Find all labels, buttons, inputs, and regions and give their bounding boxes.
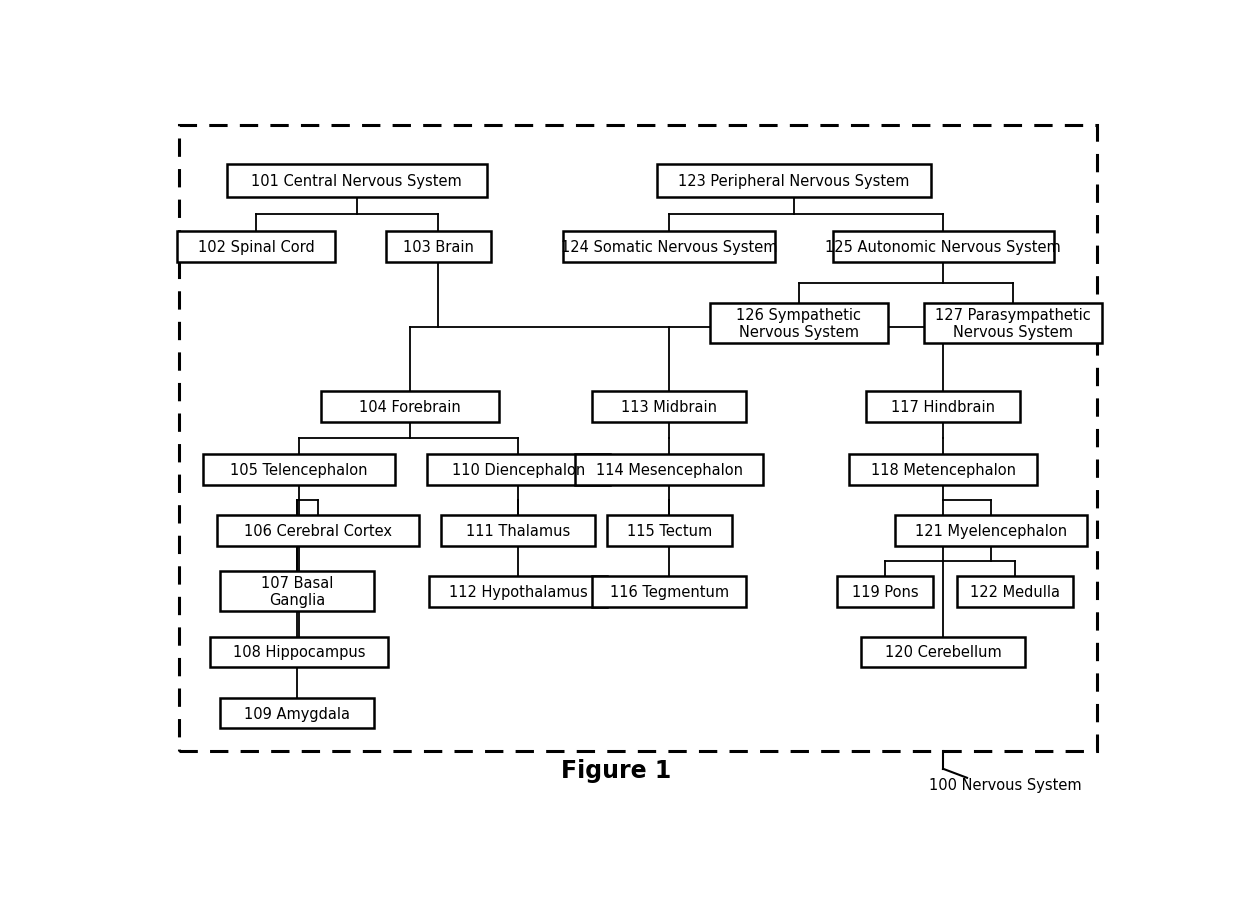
Text: 101 Central Nervous System: 101 Central Nervous System bbox=[252, 174, 463, 189]
FancyBboxPatch shape bbox=[563, 232, 775, 263]
Text: 109 Amygdala: 109 Amygdala bbox=[244, 706, 350, 721]
Text: 114 Mesencephalon: 114 Mesencephalon bbox=[595, 462, 743, 478]
FancyBboxPatch shape bbox=[441, 516, 595, 546]
Text: 121 Myelencephalon: 121 Myelencephalon bbox=[915, 524, 1068, 538]
Text: 110 Diencephalon: 110 Diencephalon bbox=[451, 462, 585, 478]
Text: 126 Sympathetic
Nervous System: 126 Sympathetic Nervous System bbox=[737, 308, 862, 340]
FancyBboxPatch shape bbox=[176, 232, 335, 263]
FancyBboxPatch shape bbox=[657, 164, 931, 198]
Text: 112 Hypothalamus: 112 Hypothalamus bbox=[449, 584, 588, 599]
Text: Figure 1: Figure 1 bbox=[562, 759, 671, 782]
FancyBboxPatch shape bbox=[386, 232, 491, 263]
FancyBboxPatch shape bbox=[221, 698, 374, 729]
FancyBboxPatch shape bbox=[866, 392, 1019, 423]
Text: 107 Basal
Ganglia: 107 Basal Ganglia bbox=[262, 575, 334, 608]
Text: 100 Nervous System: 100 Nervous System bbox=[929, 777, 1081, 792]
FancyBboxPatch shape bbox=[575, 454, 763, 485]
FancyBboxPatch shape bbox=[606, 516, 732, 546]
FancyBboxPatch shape bbox=[849, 454, 1037, 485]
FancyBboxPatch shape bbox=[895, 516, 1087, 546]
FancyBboxPatch shape bbox=[957, 576, 1073, 607]
Text: 118 Metencephalon: 118 Metencephalon bbox=[870, 462, 1016, 478]
Text: 119 Pons: 119 Pons bbox=[852, 584, 919, 599]
Text: 105 Telencephalon: 105 Telencephalon bbox=[231, 462, 368, 478]
Text: 113 Midbrain: 113 Midbrain bbox=[621, 400, 717, 414]
FancyBboxPatch shape bbox=[211, 637, 388, 667]
FancyBboxPatch shape bbox=[711, 303, 888, 344]
Text: 123 Peripheral Nervous System: 123 Peripheral Nervous System bbox=[678, 174, 910, 189]
Text: 102 Spinal Cord: 102 Spinal Cord bbox=[197, 240, 314, 255]
FancyBboxPatch shape bbox=[593, 576, 746, 607]
Text: 103 Brain: 103 Brain bbox=[403, 240, 474, 255]
FancyBboxPatch shape bbox=[593, 392, 746, 423]
FancyBboxPatch shape bbox=[429, 576, 608, 607]
Text: 117 Hindbrain: 117 Hindbrain bbox=[892, 400, 994, 414]
Text: 127 Parasympathetic
Nervous System: 127 Parasympathetic Nervous System bbox=[935, 308, 1091, 340]
FancyBboxPatch shape bbox=[832, 232, 1054, 263]
FancyBboxPatch shape bbox=[924, 303, 1102, 344]
FancyBboxPatch shape bbox=[837, 576, 934, 607]
Text: 116 Tegmentum: 116 Tegmentum bbox=[610, 584, 729, 599]
FancyBboxPatch shape bbox=[321, 392, 498, 423]
FancyBboxPatch shape bbox=[427, 454, 610, 485]
Text: 111 Thalamus: 111 Thalamus bbox=[466, 524, 570, 538]
FancyBboxPatch shape bbox=[862, 637, 1024, 667]
Text: 124 Somatic Nervous System: 124 Somatic Nervous System bbox=[560, 240, 777, 255]
Text: 120 Cerebellum: 120 Cerebellum bbox=[884, 645, 1002, 659]
FancyBboxPatch shape bbox=[221, 572, 374, 611]
Text: 115 Tectum: 115 Tectum bbox=[626, 524, 712, 538]
Text: 125 Autonomic Nervous System: 125 Autonomic Nervous System bbox=[825, 240, 1061, 255]
Text: 108 Hippocampus: 108 Hippocampus bbox=[233, 645, 366, 659]
FancyBboxPatch shape bbox=[227, 164, 486, 198]
Text: 122 Medulla: 122 Medulla bbox=[970, 584, 1060, 599]
Text: 106 Cerebral Cortex: 106 Cerebral Cortex bbox=[244, 524, 392, 538]
FancyBboxPatch shape bbox=[217, 516, 419, 546]
FancyBboxPatch shape bbox=[203, 454, 396, 485]
Text: 104 Forebrain: 104 Forebrain bbox=[358, 400, 460, 414]
